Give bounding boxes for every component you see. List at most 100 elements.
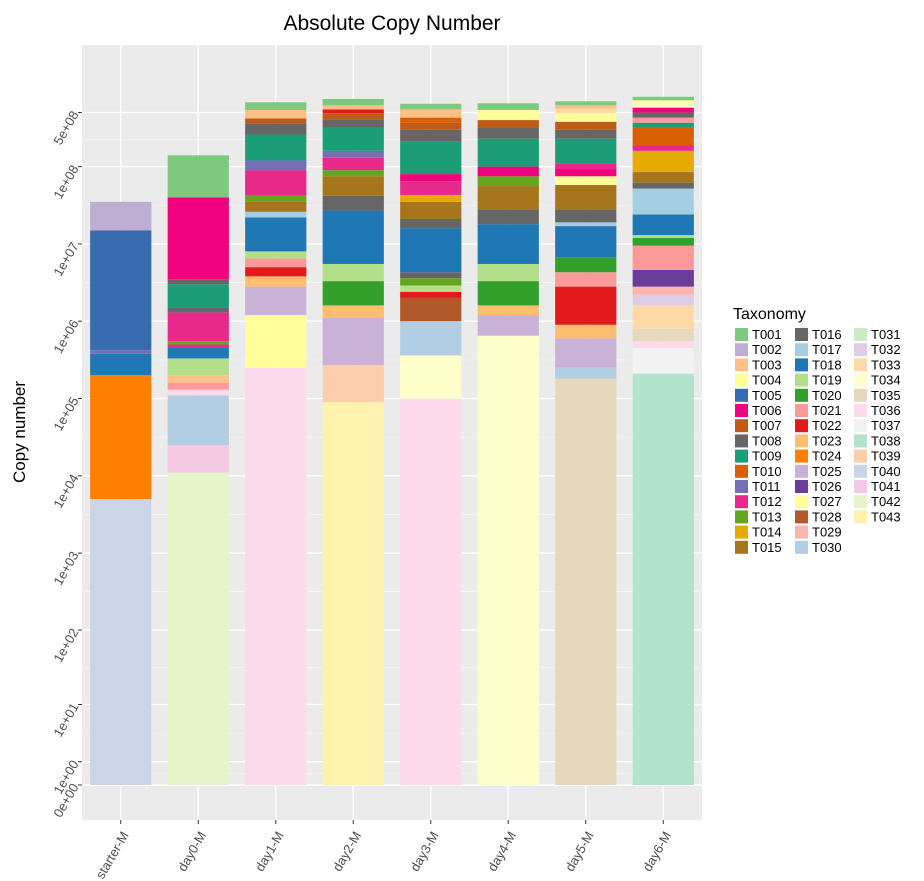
bar-segment-day5-M-T017 bbox=[555, 222, 617, 227]
legend-item-T012: T012 bbox=[735, 494, 782, 509]
bar-segment-day4-M-T025 bbox=[477, 315, 539, 336]
legend-item-T006: T006 bbox=[735, 403, 782, 418]
legend-swatch bbox=[795, 540, 808, 554]
bar-segment-day0-M-T018 bbox=[167, 348, 229, 359]
legend-swatch bbox=[795, 464, 808, 478]
y-tick-label: 1e+02 bbox=[50, 626, 81, 665]
legend-label: T008 bbox=[752, 433, 782, 448]
y-tick-label: 1e+08 bbox=[50, 162, 81, 201]
bar-day5-M bbox=[555, 101, 617, 785]
bar-segment-day3-M-T003 bbox=[400, 109, 462, 118]
legend-label: T029 bbox=[812, 525, 842, 540]
bar-segment-starter-M-T018 bbox=[90, 353, 152, 376]
legend-swatch bbox=[854, 343, 867, 357]
legend-label: T032 bbox=[871, 342, 901, 357]
legend-item-T007: T007 bbox=[735, 418, 782, 433]
bar-segment-day2-M-T011 bbox=[322, 150, 384, 158]
bar-segment-day4-M-T019 bbox=[477, 263, 539, 282]
bar-segment-day2-M-T025 bbox=[322, 318, 384, 366]
bar-segment-day0-M-T001 bbox=[167, 155, 229, 198]
bar-segment-day4-M-T018 bbox=[477, 224, 539, 264]
legend-swatch bbox=[854, 480, 867, 493]
bar-segment-day0-M-T036 bbox=[167, 389, 229, 396]
bar-segment-day0-M-T021 bbox=[167, 382, 229, 390]
y-tick-label: 1e+05 bbox=[50, 394, 81, 433]
bar-day4-M bbox=[477, 103, 539, 785]
legend-label: T010 bbox=[752, 464, 782, 479]
legend-label: T011 bbox=[752, 479, 781, 494]
bar-segment-day2-M-T012 bbox=[322, 157, 384, 171]
bar-segment-day4-M-T007 bbox=[477, 120, 539, 128]
bar-segment-day0-M-T041 bbox=[167, 445, 229, 473]
legend-item-T026: T026 bbox=[795, 479, 842, 494]
bar-segment-day3-M-T008 bbox=[400, 129, 462, 142]
legend-item-T041: T041 bbox=[854, 479, 901, 494]
legend-label: T020 bbox=[812, 388, 842, 403]
legend-swatch bbox=[735, 510, 748, 524]
bar-segment-day4-M-T008 bbox=[477, 127, 539, 139]
legend-item-T028: T028 bbox=[795, 509, 842, 524]
bar-segment-day3-M-T036 bbox=[400, 398, 462, 785]
legend-label: T012 bbox=[752, 494, 782, 509]
bar-segment-day3-M-T034 bbox=[400, 355, 462, 399]
bar-segment-day3-M-T013 bbox=[400, 278, 462, 286]
bar-segment-day5-M-T018 bbox=[555, 226, 617, 258]
bar-segment-day6-M-T036 bbox=[632, 341, 694, 349]
bar-segment-day6-M-T004 bbox=[632, 100, 694, 104]
legend-label: T019 bbox=[812, 373, 842, 388]
bar-segment-day6-M-T021 bbox=[632, 245, 694, 270]
bar-segment-day1-M-T017 bbox=[245, 211, 307, 218]
bar-segment-day4-M-T004 bbox=[477, 113, 539, 121]
bar-segment-day5-M-T015 bbox=[555, 184, 617, 210]
legend-item-T019: T019 bbox=[795, 373, 842, 388]
x-axis-ticks: starter-M day0-M day1-M day2-M day3-M day4-M d… bbox=[93, 820, 674, 881]
bar-segment-day3-M-T008 bbox=[400, 218, 462, 229]
bar-segment-day0-M-T008 bbox=[167, 279, 229, 285]
legend-item-T010: T010 bbox=[735, 464, 782, 479]
y-tick-label: 1e+03 bbox=[50, 549, 81, 588]
legend-item-T003: T003 bbox=[735, 357, 782, 372]
legend-label: T026 bbox=[812, 479, 842, 494]
legend-item-T042: T042 bbox=[854, 494, 901, 509]
bar-segment-day6-M-T014 bbox=[632, 150, 694, 173]
bar-segment-day1-M-T011 bbox=[245, 160, 307, 171]
bar-segment-day1-M-T001 bbox=[245, 102, 307, 110]
bar-segment-day5-M-T033 bbox=[555, 108, 617, 114]
bar-segment-day5-M-T007 bbox=[555, 121, 617, 130]
legend-item-T027: T027 bbox=[795, 494, 842, 509]
legend-item-T039: T039 bbox=[854, 449, 901, 464]
legend-label: T016 bbox=[812, 327, 842, 342]
bar-segment-day5-M-T020 bbox=[555, 257, 617, 273]
bar-segment-day0-M-T042 bbox=[167, 472, 229, 785]
legend-swatch bbox=[854, 464, 867, 478]
bar-segment-day0-M-T009 bbox=[167, 284, 229, 308]
legend-swatch bbox=[854, 404, 867, 417]
legend-label: T041 bbox=[871, 479, 901, 494]
bar-segment-day5-M-T004 bbox=[555, 113, 617, 122]
bar-segment-day4-M-T016 bbox=[477, 209, 539, 225]
bar-segment-day5-M-T001 bbox=[555, 101, 617, 106]
bar-segment-day6-M-T021 bbox=[632, 117, 694, 123]
bar-segment-day6-M-T012 bbox=[632, 145, 694, 151]
bar-day1-M bbox=[245, 102, 307, 785]
legend-label: T001 bbox=[752, 327, 782, 342]
bar-segment-day1-M-T008 bbox=[245, 123, 307, 135]
legend-swatch bbox=[795, 328, 808, 341]
legend-label: T005 bbox=[752, 388, 782, 403]
bar-segment-day5-M-T012 bbox=[555, 163, 617, 170]
legend-label: T036 bbox=[871, 403, 901, 418]
y-tick-label: 1e+01 bbox=[50, 700, 81, 739]
legend-swatch bbox=[735, 540, 748, 554]
bar-segment-day6-M-T009 bbox=[632, 122, 694, 128]
bar-segment-day1-M-T007 bbox=[245, 118, 307, 124]
bar-segment-day6-M-T010 bbox=[632, 127, 694, 146]
legend-item-T008: T008 bbox=[735, 433, 782, 448]
legend-swatch bbox=[735, 480, 748, 493]
bar-segment-day0-M-T013 bbox=[167, 341, 229, 345]
legend-label: T006 bbox=[752, 403, 782, 418]
bar-segment-day5-M-T023 bbox=[555, 324, 617, 339]
bar-segment-day6-M-T018 bbox=[632, 214, 694, 236]
y-tick-label: 1e+07 bbox=[50, 240, 81, 279]
legend-swatch bbox=[854, 510, 867, 524]
legend-swatch bbox=[795, 373, 808, 387]
